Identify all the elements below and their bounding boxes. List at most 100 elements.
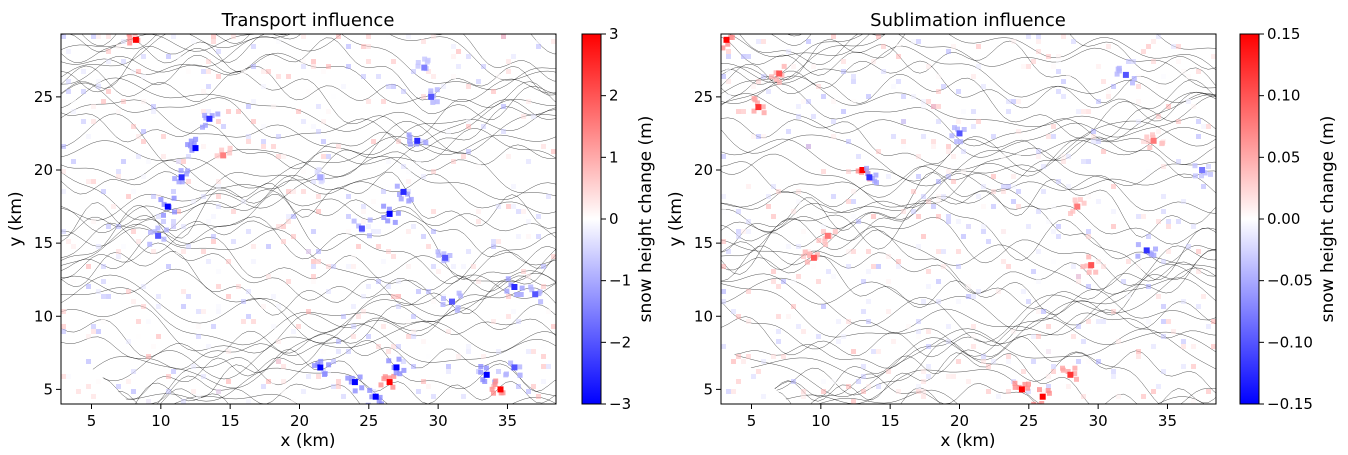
heatmap-cell <box>141 139 146 144</box>
heatmap-cell <box>251 99 256 104</box>
heatmap-cell <box>397 357 402 362</box>
heatmap-cell <box>376 279 381 284</box>
heatmap-cell <box>366 224 371 229</box>
heatmap-cell <box>406 334 411 339</box>
heatmap-cell <box>61 229 66 234</box>
heatmap-cell <box>746 354 751 359</box>
heatmap-cell <box>395 184 400 189</box>
heatmap-cell <box>431 74 436 79</box>
heatmap-cell <box>886 174 891 179</box>
heatmap-cell <box>136 239 141 244</box>
heatmap-cell <box>801 229 806 234</box>
heatmap-cell <box>1196 269 1201 274</box>
heatmap-cell <box>519 292 524 297</box>
heatmap-cell <box>411 329 416 334</box>
heatmap-cell <box>956 264 961 269</box>
heatmap-cell <box>301 119 306 124</box>
heatmap-cell <box>1061 79 1066 84</box>
heatmap-cell <box>131 229 136 234</box>
heatmap-cell <box>931 144 936 149</box>
heatmap-hotspot <box>317 364 323 370</box>
heatmap-cell <box>503 372 508 377</box>
heatmap-cell <box>276 359 281 364</box>
heatmap-cell <box>926 374 931 379</box>
heatmap-cell <box>321 154 326 159</box>
heatmap-cell <box>506 204 511 209</box>
heatmap-cell <box>866 319 871 324</box>
heatmap-cell <box>386 249 391 254</box>
heatmap-cell <box>771 279 776 284</box>
heatmap-cell <box>416 289 421 294</box>
heatmap-cell <box>1036 249 1041 254</box>
heatmap-cell <box>346 194 351 199</box>
heatmap-cell <box>1153 247 1158 252</box>
heatmap-cell <box>421 39 426 44</box>
heatmap-cell <box>296 109 301 114</box>
heatmap-cell <box>216 184 221 189</box>
heatmap-cell <box>896 79 901 84</box>
heatmap-cell <box>1146 139 1151 144</box>
heatmap-cell <box>346 229 351 234</box>
heatmap-cell <box>148 230 153 235</box>
heatmap-cell <box>441 296 446 301</box>
heatmap-cell <box>1091 139 1096 144</box>
heatmap-cell <box>96 34 101 39</box>
heatmap-cell <box>796 324 801 329</box>
heatmap-cell <box>96 379 101 384</box>
heatmap-cell <box>866 269 871 274</box>
heatmap-cell <box>796 189 801 194</box>
heatmap-cell <box>901 139 906 144</box>
heatmap-cell <box>311 274 316 279</box>
heatmap-cell <box>741 54 746 59</box>
heatmap-cell <box>517 364 522 369</box>
heatmap-cell <box>941 249 946 254</box>
heatmap-cell <box>1061 34 1066 39</box>
heatmap-cell <box>821 379 826 384</box>
heatmap-cell <box>1126 294 1131 299</box>
heatmap-cell <box>936 89 941 94</box>
heatmap-cell <box>196 334 201 339</box>
heatmap-cell <box>466 344 471 349</box>
heatmap-cell <box>1160 141 1165 146</box>
heatmap-cell <box>1101 149 1106 154</box>
heatmap-cell <box>951 154 956 159</box>
heatmap-cell <box>1036 49 1041 54</box>
heatmap-cell <box>1001 154 1006 159</box>
heatmap-cell <box>881 69 886 74</box>
heatmap-cell <box>1201 184 1206 189</box>
heatmap-cell <box>211 34 216 39</box>
heatmap-cell <box>491 89 496 94</box>
heatmap-cell <box>1136 349 1141 354</box>
heatmap-cell <box>766 89 771 94</box>
heatmap-cell <box>455 308 460 313</box>
heatmap-cell <box>151 109 156 114</box>
heatmap-cell <box>926 284 931 289</box>
heatmap-cell <box>361 309 366 314</box>
heatmap-cell <box>286 189 291 194</box>
heatmap-cell <box>1156 219 1161 224</box>
heatmap-cell <box>386 284 391 289</box>
heatmap-cell <box>446 364 451 369</box>
colorbar-label: snow height change (m) <box>636 116 656 323</box>
heatmap-cell <box>831 134 836 139</box>
heatmap-cell <box>71 159 76 164</box>
heatmap-cell <box>1106 89 1111 94</box>
heatmap-cell <box>206 59 211 64</box>
heatmap-cell <box>761 104 766 109</box>
heatmap-cell <box>426 244 431 249</box>
heatmap-cell <box>876 349 881 354</box>
heatmap-cell <box>423 140 428 145</box>
heatmap-cell <box>1036 34 1041 39</box>
heatmap-cell <box>501 129 506 134</box>
heatmap-cell <box>406 229 411 234</box>
heatmap-cell <box>352 219 357 224</box>
heatmap-cell <box>496 239 501 244</box>
heatmap-cell <box>936 299 941 304</box>
heatmap-cell <box>771 184 776 189</box>
heatmap-cell <box>976 194 981 199</box>
heatmap-cell <box>346 349 351 354</box>
heatmap-cell <box>776 284 781 289</box>
heatmap-cell <box>1066 154 1071 159</box>
heatmap-cell <box>721 299 726 304</box>
heatmap-cell <box>926 344 931 349</box>
